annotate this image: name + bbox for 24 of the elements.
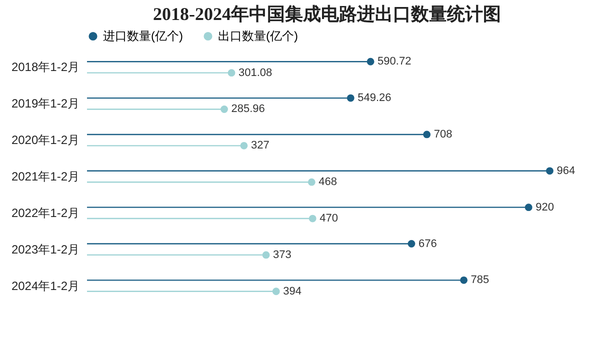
- legend-label: 进口数量(亿个): [103, 29, 183, 44]
- y-tick-label: 2019年1-2月: [11, 96, 80, 111]
- data-label: 468: [318, 176, 337, 188]
- chart-title: 2018-2024年中国集成电路进出口数量统计图: [153, 4, 501, 24]
- data-label: 373: [273, 248, 292, 261]
- data-label: 301.08: [238, 66, 272, 79]
- y-tick-label: 2023年1-2月: [11, 242, 80, 256]
- data-label: 708: [434, 128, 452, 140]
- data-label: 394: [283, 285, 302, 298]
- y-tick-label: 2024年1-2月: [11, 278, 80, 293]
- y-tick-label: 2020年1-2月: [11, 133, 80, 148]
- data-label: 590.72: [378, 56, 412, 68]
- data-label: 285.96: [231, 103, 265, 116]
- y-tick-label: 2022年1-2月: [11, 206, 80, 220]
- data-label: 327: [250, 140, 270, 152]
- data-label: 470: [320, 212, 338, 225]
- data-label: 920: [536, 201, 554, 214]
- data-label: 549.26: [358, 92, 392, 104]
- y-tick-label: 2018年1-2月: [11, 60, 80, 74]
- data-label: 964: [556, 164, 576, 177]
- data-label: 785: [470, 274, 490, 286]
- legend-label: 出口数量(亿个): [218, 29, 298, 44]
- y-tick-label: 2021年1-2月: [11, 170, 80, 184]
- data-label: 676: [418, 238, 437, 250]
